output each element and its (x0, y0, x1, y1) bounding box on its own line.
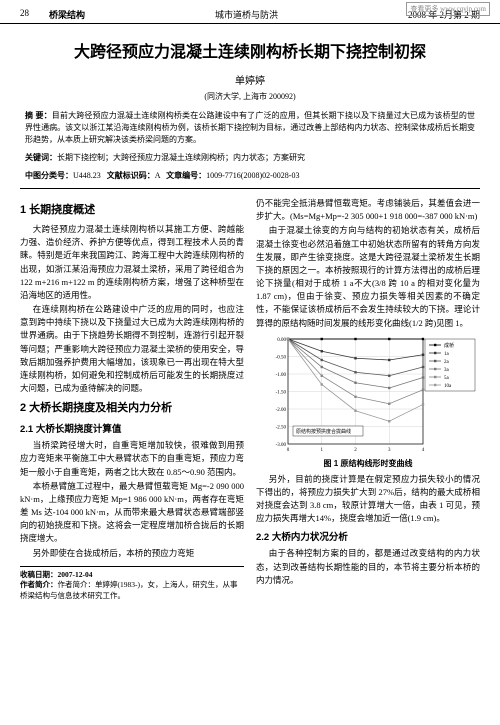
svg-text:0: 0 (287, 448, 290, 453)
para: 当桥梁跨径增大时，自重弯矩增加较快，很难做到用预应力弯矩来平衡施工中大悬臂状态下… (20, 439, 244, 479)
divider (20, 188, 480, 189)
svg-text:0.00: 0.00 (277, 338, 286, 343)
doc-code-value: A (155, 171, 160, 180)
article-id-label: 文章编号： (166, 171, 206, 180)
two-column-body: 1 长期挠度概述 大跨径预应力混凝土连续刚构桥以其施工方便、跨越能力强、造价经济… (0, 197, 500, 601)
section-21-title: 2.1 大桥长期挠度计算值 (20, 421, 244, 435)
abstract: 摘 要：目前大跨径预应力混凝土连续刚构桥类在公路建设中有了广泛的应用，但其长期下… (25, 110, 475, 146)
svg-text:-3.00: -3.00 (276, 443, 287, 448)
figure-1-chart: 0.00 -0.50 -1.00 -1.50 -2.00 -2.50 -3.000 1 2 3 4 成… (256, 334, 480, 454)
svg-text:3a: 3a (444, 368, 450, 373)
svg-text:10a: 10a (444, 384, 452, 389)
svg-text:3: 3 (388, 448, 391, 453)
page-number: 28 (20, 8, 29, 21)
svg-text:-0.50: -0.50 (276, 355, 287, 360)
abstract-text: 目前大跨径预应力混凝土连续刚构桥类在公路建设中有了广泛的应用，但其长期下挠以及下… (25, 111, 475, 144)
section-2-title: 2 大桥长期挠度及相关内力分析 (20, 399, 244, 415)
received-date: 收稿日期：2007-12-04 (20, 570, 244, 581)
keywords-text: 长期下挠控制；大跨径预应力混凝土连续刚构桥；内力状态；方案研究 (57, 153, 305, 162)
para: 大跨径预应力混凝土连续刚构桥以其施工方便、跨越能力强、造价经济、养护方便等优点，… (20, 223, 244, 302)
class-cn-value: U448.23 (73, 171, 101, 180)
para: 另外即使在合拢成桥后，本桥的预应力弯矩 (20, 547, 244, 560)
svg-text:1: 1 (321, 448, 324, 453)
figure-1-caption: 图 1 原结构线形时变曲线 (256, 458, 480, 469)
para: 仍不能完全抵消悬臂恒载弯矩。考虑铺装后，其差值会进一步扩大。(Ms=Mg+Mp=… (256, 197, 480, 223)
affiliation: (同济大学, 上海市 200092) (0, 91, 500, 102)
article-id-value: 1009-7716(2008)02-0028-03 (206, 171, 299, 180)
para: 由于混凝土徐变的方向与结构的初始状态有关，成桥后混凝土徐变也必然沿着施工中初始状… (256, 224, 480, 329)
para: 另外，目前的挠度计算是在假定预应力损失较小的情况下得出的，将预应力损失扩大到 2… (256, 473, 480, 526)
keywords: 关键词：长期下挠控制；大跨径预应力混凝土连续刚构桥；内力状态；方案研究 (25, 152, 475, 164)
svg-text:-2.50: -2.50 (276, 425, 287, 430)
section-name: 桥梁结构 (49, 8, 85, 21)
article-title: 大跨径预应力混凝土连续刚构桥长期下挠控制初探 (20, 38, 480, 62)
left-column: 1 长期挠度概述 大跨径预应力混凝土连续刚构桥以其施工方便、跨越能力强、造价经济… (20, 197, 244, 601)
svg-text:-2.00: -2.00 (276, 408, 287, 413)
classification-line: 中图分类号：U448.23 文献标识码：A 文章编号：1009-7716(200… (25, 170, 475, 182)
svg-text:2: 2 (354, 448, 357, 453)
para: 本桥悬臂施工过程中，最大悬臂恒载弯矩 Mg=-2 090 000 kN·m，上缘… (20, 480, 244, 546)
right-column: 仍不能完全抵消悬臂恒载弯矩。考虑铺装后，其差值会进一步扩大。(Ms=Mg+Mp=… (256, 197, 480, 601)
svg-text:1a: 1a (444, 352, 450, 357)
svg-text:5a: 5a (444, 376, 450, 381)
journal-name: 城市道桥与防洪 (215, 8, 278, 21)
class-cn-label: 中图分类号： (25, 171, 73, 180)
watermark: 查看更多 www.cqvip.com (406, 2, 490, 16)
svg-text:2a: 2a (444, 360, 450, 365)
svg-text:-1.00: -1.00 (276, 373, 287, 378)
abstract-label: 摘 要： (25, 111, 52, 120)
footer-info: 收稿日期：2007-12-04 作者简介：作者简介：单婷婷(1983-)，女，上… (20, 566, 244, 602)
para: 由于各种控制方案的目的，都是通过改变结构的内力状态，达到改善结构长期性能的目的，… (256, 547, 480, 587)
doc-code-label: 文献标识码： (107, 171, 155, 180)
section-1-title: 1 长期挠度概述 (20, 201, 244, 217)
svg-text:原结构按预拱度合拢曲线: 原结构按预拱度合拢曲线 (296, 428, 351, 435)
author-bio: 作者简介：作者简介：单婷婷(1983-)，女，上海人，研究生，从事桥梁结构与信息… (20, 580, 244, 601)
keywords-label: 关键词： (25, 153, 57, 162)
svg-text:4: 4 (422, 448, 425, 453)
section-22-title: 2.2 大桥内力状况分析 (256, 529, 480, 543)
svg-text:-1.50: -1.50 (276, 390, 287, 395)
author-name: 单婷婷 (0, 72, 500, 87)
svg-text:成桥: 成桥 (444, 342, 454, 349)
para: 在连续刚构桥在公路建设中广泛的应用的同时，也应注意到跨中持续下挠以及下挠量过大已… (20, 303, 244, 395)
